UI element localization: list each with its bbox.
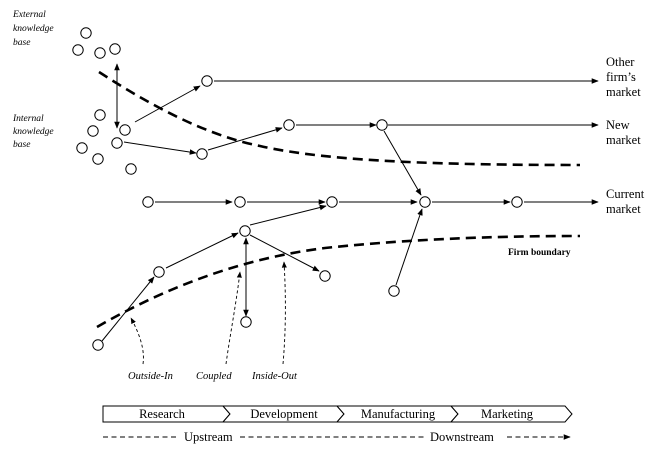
- external-knowledge-label: External knowledge base: [12, 10, 54, 48]
- internal-line-2: knowledge: [13, 127, 54, 137]
- stage-marketing-label: Marketing: [481, 407, 534, 421]
- coupled-pointer: [225, 271, 242, 365]
- other-market-line-3: market: [606, 85, 641, 99]
- firm-boundary-lower: [96, 234, 581, 329]
- other-market-line-2: firm’s: [606, 70, 636, 84]
- new-market-line-1: New: [606, 118, 630, 132]
- internal-line-1: Internal: [12, 114, 44, 124]
- current-market-label: Current market: [606, 187, 645, 216]
- inside-out-label: Inside-Out: [251, 371, 298, 382]
- firm-boundary-upper: [98, 70, 581, 167]
- stage-research-label: Research: [139, 407, 186, 421]
- flow-arrows: [101, 63, 599, 342]
- stage-manufacturing-label: Manufacturing: [361, 407, 436, 421]
- current-market-line-1: Current: [606, 187, 645, 201]
- process-nodes: [92, 75, 523, 351]
- stage-marketing: [449, 405, 573, 423]
- other-firms-market-label: Other firm’s market: [606, 55, 641, 99]
- external-line-2: knowledge: [13, 24, 54, 34]
- knowledge-nodes: [72, 27, 137, 175]
- upstream-label: Upstream: [184, 430, 233, 444]
- stage-development-label: Development: [250, 407, 318, 421]
- internal-line-3: base: [13, 140, 30, 150]
- coupled-label: Coupled: [196, 371, 232, 382]
- firm-boundary-label: Firm boundary: [508, 248, 571, 258]
- downstream-label: Downstream: [430, 430, 494, 444]
- external-line-3: base: [13, 38, 30, 48]
- new-market-line-2: market: [606, 133, 641, 147]
- stage-bar: Research Development Manufacturing Marke…: [102, 405, 573, 423]
- other-market-line-1: Other: [606, 55, 635, 69]
- external-line-1: External: [12, 10, 46, 20]
- outside-in-pointer: [130, 317, 144, 365]
- inside-out-pointer: [281, 261, 287, 365]
- outside-in-label: Outside-In: [128, 371, 173, 382]
- internal-knowledge-label: Internal knowledge base: [12, 114, 54, 150]
- value-chain-flow: Upstream Downstream: [103, 430, 571, 444]
- new-market-label: New market: [606, 118, 641, 147]
- current-market-line-2: market: [606, 202, 641, 216]
